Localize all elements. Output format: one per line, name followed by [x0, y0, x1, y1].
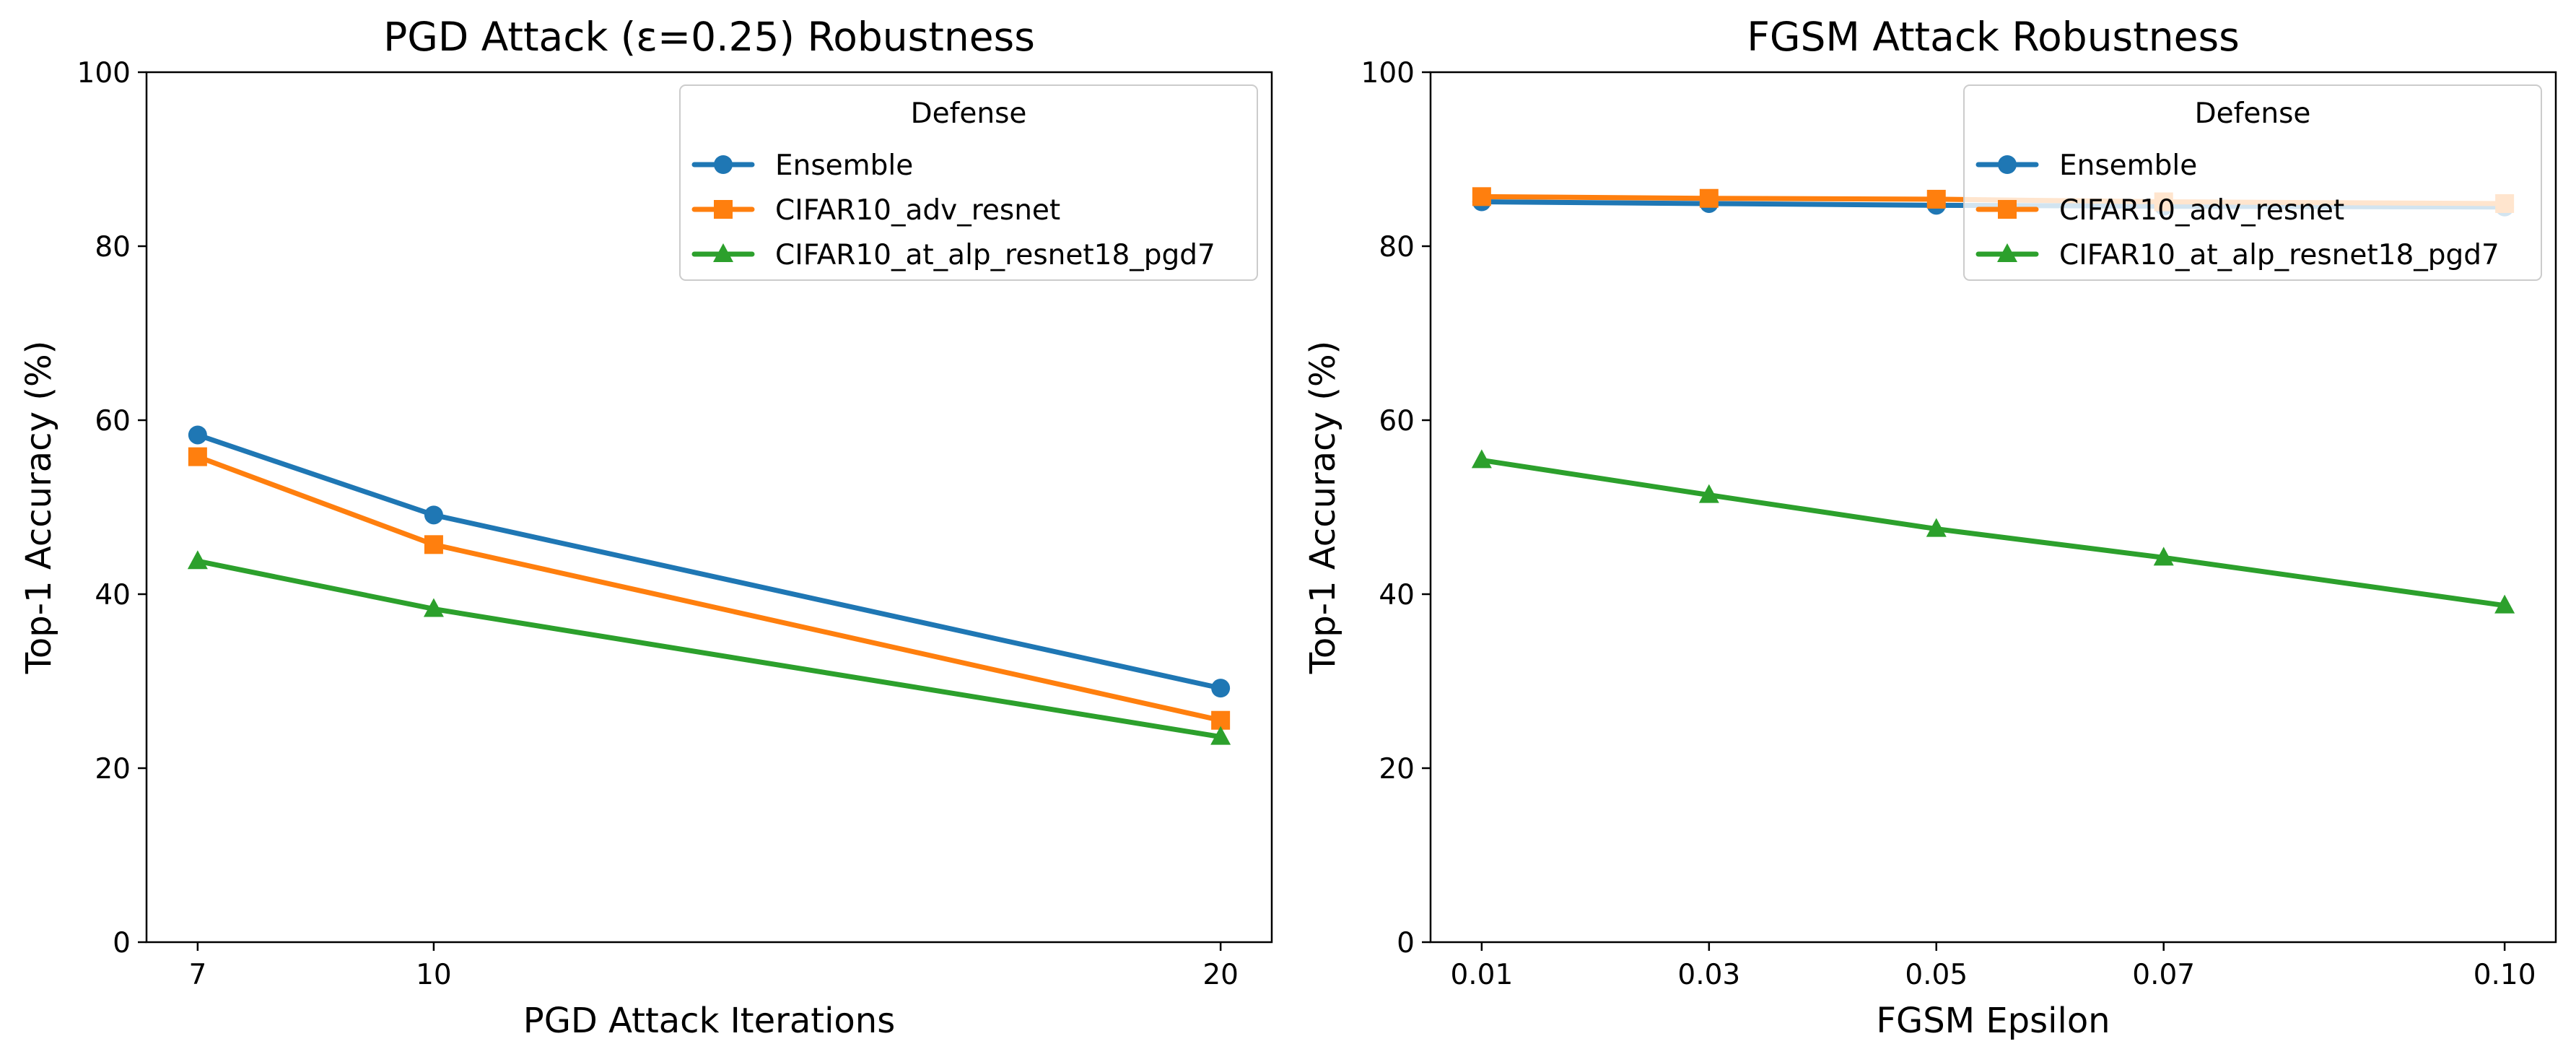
data-point [188, 447, 207, 466]
legend-entry: CIFAR10_at_alp_resnet18_pgd7 [2059, 239, 2499, 271]
legend-marker [713, 243, 733, 262]
chart-title: FGSM Attack Robustness [1747, 14, 2240, 60]
data-point [424, 535, 443, 554]
legend-title: Defense [2195, 97, 2311, 130]
legend: Defense Ensemble CIFAR10_adv_resnet CIFAR10… [1963, 84, 2542, 281]
legend-entry: CIFAR10_adv_resnet [775, 194, 1060, 227]
x-tick-label: 0.05 [1905, 959, 1968, 991]
legend-entry: CIFAR10_adv_resnet [2059, 194, 2344, 227]
plot-frame [1429, 71, 2557, 944]
y-tick-label: 60 [1379, 405, 1415, 438]
data-point [2494, 594, 2515, 614]
legend-marker [714, 155, 733, 174]
x-tick-label: 0.03 [1677, 959, 1740, 991]
y-tick-label: 80 [95, 231, 131, 264]
y-tick-label: 100 [1361, 57, 1415, 90]
y-tick-label: 20 [95, 753, 131, 785]
legend-marker [1998, 155, 2017, 174]
data-point [423, 598, 444, 617]
data-point [1210, 726, 1231, 745]
x-axis-label: FGSM Epsilon [1876, 1001, 2110, 1041]
y-tick-label: 40 [95, 579, 131, 611]
series-line [195, 558, 1223, 740]
y-axis-label: Top-1 Accuracy (%) [19, 341, 59, 675]
data-point [424, 505, 443, 525]
x-tick-label: 0.07 [2132, 959, 2195, 991]
data-point [1926, 518, 1947, 537]
data-point [188, 425, 207, 445]
series-1 [188, 425, 1231, 698]
y-tick-label: 80 [1379, 231, 1415, 264]
x-axis-label: PGD Attack Iterations [523, 1001, 895, 1041]
legend-box [679, 84, 1258, 281]
x-tick-label: 0.01 [1450, 959, 1513, 991]
y-tick-label: 0 [1397, 927, 1415, 959]
legend-box [1963, 84, 2542, 281]
legend-marker [714, 200, 733, 219]
data-point [1471, 449, 1492, 469]
series-line [195, 432, 1223, 691]
legend-marker [1998, 200, 2017, 219]
legend-marker [1997, 243, 2017, 262]
series-2 [188, 447, 1231, 730]
x-tick-label: 7 [188, 959, 206, 991]
data-point [1699, 188, 1719, 208]
data-point [187, 550, 208, 570]
data-point [2153, 547, 2174, 566]
legend-entry: CIFAR10_at_alp_resnet18_pgd7 [775, 239, 1215, 271]
y-tick-label: 20 [1379, 753, 1415, 785]
legend-entry: Ensemble [2059, 149, 2197, 182]
y-tick-label: 40 [1379, 579, 1415, 611]
data-point [1472, 187, 1491, 206]
chart-title: PGD Attack (ε=0.25) Robustness [383, 14, 1035, 60]
y-tick-label: 0 [113, 927, 131, 959]
data-point [1211, 679, 1231, 698]
legend-title: Defense [911, 97, 1027, 130]
legend-entry: Ensemble [775, 149, 913, 182]
legend: Defense Ensemble CIFAR10_adv_resnet CIFAR10… [679, 84, 1258, 281]
series-3 [1471, 449, 2515, 614]
series-line [1479, 457, 2507, 609]
series-3 [187, 550, 1231, 745]
plot-frame [145, 71, 1273, 944]
y-tick-label: 100 [77, 57, 131, 90]
x-tick-label: 0.10 [2474, 959, 2536, 991]
y-axis-label: Top-1 Accuracy (%) [1303, 341, 1343, 675]
series-line [195, 454, 1223, 723]
x-tick-label: 20 [1202, 959, 1239, 991]
chart-panel-1: PGD Attack (ε=0.25) Robustness 0 20 40 60 80 1… [19, 14, 1273, 1041]
chart-panel-2: FGSM Attack Robustness 0 20 40 60 80 100 0.01 0.… [1303, 14, 2557, 1041]
data-point [1698, 484, 1719, 503]
y-tick-label: 60 [95, 405, 131, 438]
x-tick-label: 10 [416, 959, 452, 991]
data-point [1926, 189, 1946, 209]
